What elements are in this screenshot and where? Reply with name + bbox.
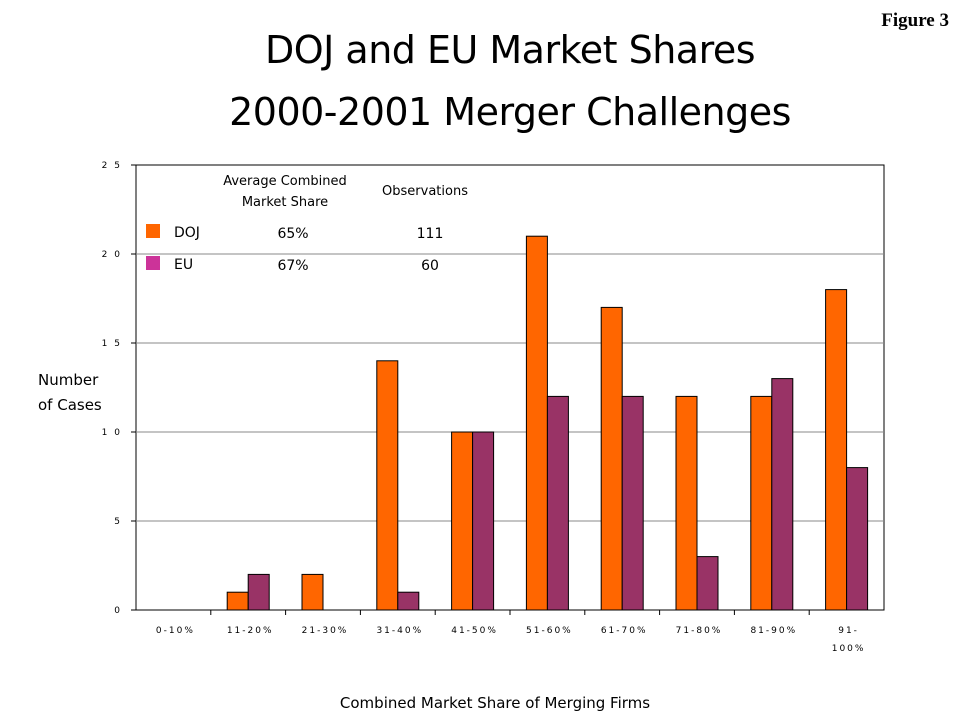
bar-doj-8 [750,395,773,611]
x-tick-label-2: 21-30% [302,626,349,636]
bar-doj-7 [675,395,698,611]
bar-eu-6 [621,395,644,611]
x-tick-label-8: 81-90% [750,626,797,636]
bar-eu-7 [696,556,719,611]
legend-name-doj: DOJ [174,225,200,241]
bar-doj-3 [376,360,399,611]
legend-avg-header-line-2: Market Share [242,195,328,210]
bar-eu-9 [846,467,869,611]
legend-swatch-eu [146,256,160,270]
legend-swatch-doj [146,224,160,238]
y-tick-label-20: 2 0 [102,250,122,260]
y-tick-label-5: 5 [114,517,122,527]
bar-eu-4 [472,431,495,611]
chart-title-line-2: 2000-2001 Merger Challenges [229,90,791,134]
bar-eu-5 [546,395,569,611]
y-tick-label-15: 1 5 [102,339,122,349]
x-tick-label-6: 61-70% [601,626,648,636]
legend-avg-header-line-1: Average Combined [223,174,347,189]
bar-doj-1 [226,591,249,611]
y-tick-label-25: 2 5 [102,161,122,171]
x-tick-label-9-line-2: 100% [832,644,866,654]
bar-doj-4 [451,431,474,611]
y-axis-label-line-2: of Cases [38,396,102,414]
legend-observations-doj: 111 [417,226,444,242]
x-tick-label-0: 0-10% [156,626,195,636]
x-tick-label-1: 11-20% [227,626,274,636]
legend-name-eu: EU [174,257,193,273]
chart-title-line-1: DOJ and EU Market Shares [264,28,756,72]
x-tick-label-5: 51-60% [526,626,573,636]
x-tick-label-4: 41-50% [451,626,498,636]
bar-doj-2 [301,573,324,611]
legend-obs-header: Observations [382,184,468,199]
x-tick-label-7: 71-80% [676,626,723,636]
bar-doj-6 [600,306,623,611]
bar-doj-9 [825,289,848,611]
y-tick-label-0: 0 [114,606,122,616]
y-axis-label-line-1: Number [38,371,99,389]
bar-eu-3 [397,591,420,611]
figure-label: Figure 3 [881,10,949,31]
legend-observations-eu: 60 [421,258,439,274]
y-axis-label: Number of Cases [38,368,102,418]
bar-doj-5 [525,235,548,611]
bar-eu-1 [247,573,270,611]
y-tick-label-10: 1 0 [102,428,122,438]
x-axis-label: Combined Market Share of Merging Firms [339,694,651,712]
x-tick-label-3: 31-40% [376,626,423,636]
legend-average-doj: 65% [277,226,308,242]
bar-eu-8 [771,378,794,611]
x-tick-label-9: 91- [838,626,859,636]
legend-average-eu: 67% [277,258,308,274]
